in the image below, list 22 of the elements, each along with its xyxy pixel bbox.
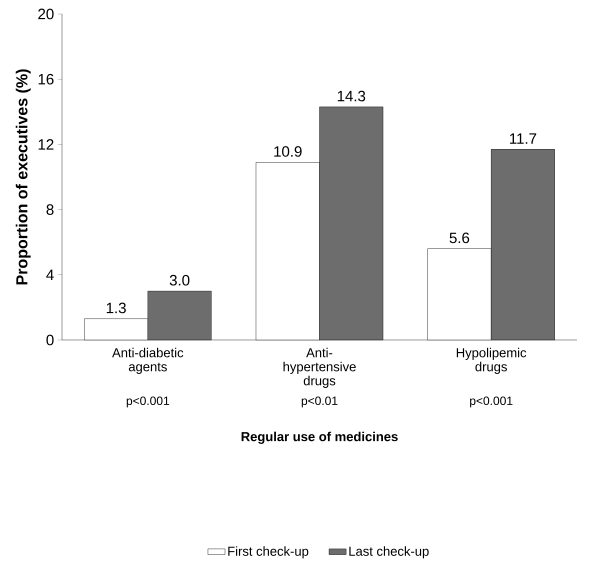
y-tick-label: 0 — [46, 334, 54, 346]
data-label: 1.3 — [106, 302, 126, 314]
x-axis-title: Regular use of medicines — [242, 432, 398, 444]
y-axis-title: Proportion of executives (%) — [16, 69, 31, 284]
y-tick-label: 8 — [46, 204, 54, 215]
y-tick-label: 12 — [38, 139, 54, 150]
x-tick-label: Anti-hypertensive drugs — [284, 348, 356, 388]
data-label: 10.9 — [274, 146, 302, 157]
text: p<0.001 — [126, 396, 170, 408]
y-tick-label: 20 — [38, 8, 54, 20]
legend-label: First check-up — [228, 546, 308, 558]
legend-label: Last check-up — [349, 546, 429, 558]
y-tick-label: 4 — [46, 270, 54, 280]
text: p<0.01 — [302, 396, 338, 408]
text: p<0.001 — [470, 396, 512, 408]
data-label: 3.0 — [170, 274, 190, 286]
data-label: 11.7 — [510, 133, 536, 144]
x-tick-label: Hypolipemic drugs — [456, 348, 526, 374]
y-tick-label: 16 — [38, 74, 54, 84]
x-tick-label: Anti-diabetic agents — [112, 348, 184, 374]
data-label: 5.6 — [450, 232, 470, 244]
data-label: 14.3 — [338, 90, 366, 102]
